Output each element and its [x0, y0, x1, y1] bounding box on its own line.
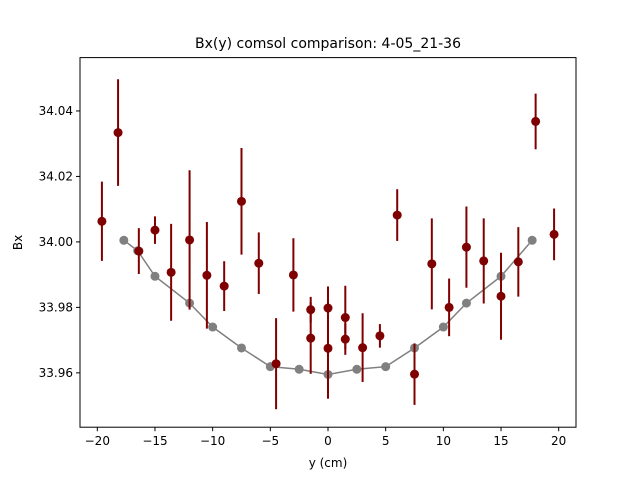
x-axis-ticks: −20 −15 −10 −5 0 5 10 15 20: [85, 427, 566, 448]
measured-point: [410, 369, 420, 379]
x-tick-label: 15: [493, 434, 508, 448]
comsol-line: [123, 239, 533, 376]
y-tick-label: 33.98: [39, 300, 73, 314]
measured-point: [202, 270, 212, 280]
comsol-point: [352, 364, 362, 374]
plot-layer: [97, 79, 559, 410]
measured-point: [340, 334, 350, 344]
comsol-point: [438, 322, 448, 332]
x-axis-label: y (cm): [309, 456, 348, 470]
measured-point: [427, 259, 437, 269]
x-tick-label: −20: [85, 434, 110, 448]
comsol-point: [294, 364, 304, 374]
measured-point: [254, 258, 264, 268]
measured-point: [531, 116, 541, 126]
comsol-point: [381, 362, 391, 372]
measured-point: [185, 235, 195, 245]
x-tick-label: 10: [436, 434, 451, 448]
measured-series: [97, 79, 559, 410]
y-tick-label: 34.00: [39, 235, 73, 249]
measured-point: [323, 343, 333, 353]
x-tick-label: −10: [200, 434, 225, 448]
comsol-point: [150, 271, 160, 281]
comsol-point: [461, 298, 471, 308]
measured-point: [236, 196, 246, 206]
measured-point: [134, 246, 144, 256]
x-tick-label: 0: [324, 434, 332, 448]
x-tick-label: −5: [261, 434, 279, 448]
y-tick-label: 34.04: [39, 104, 73, 118]
measured-point: [219, 281, 229, 291]
measured-point: [166, 267, 176, 277]
measured-point: [513, 257, 523, 267]
measured-point: [444, 302, 454, 312]
comsol-point: [119, 235, 129, 245]
measured-point: [479, 256, 489, 266]
measured-point: [150, 225, 160, 235]
y-axis-ticks: 33.96 33.98 34.00 34.02 34.04: [39, 104, 80, 380]
measured-point: [358, 343, 368, 353]
measured-point: [392, 210, 402, 220]
x-tick-label: −15: [142, 434, 167, 448]
y-tick-label: 34.02: [39, 169, 73, 183]
x-tick-label: 5: [382, 434, 390, 448]
measured-point: [549, 229, 559, 239]
measured-point: [461, 242, 471, 252]
x-tick-label: 20: [551, 434, 566, 448]
measured-point: [340, 313, 350, 323]
measured-point: [288, 270, 298, 280]
measured-point: [306, 333, 316, 343]
comsol-point: [527, 235, 537, 245]
y-tick-label: 33.96: [39, 366, 73, 380]
comsol-point: [236, 343, 246, 353]
measured-point: [97, 216, 107, 226]
y-axis-label: Bx: [11, 235, 25, 250]
measured-point: [271, 359, 281, 369]
measured-point: [496, 291, 506, 301]
chart-title: Bx(y) comsol comparison: 4-05_21-36: [195, 36, 461, 52]
comsol-point: [208, 322, 218, 332]
measured-point: [113, 128, 123, 138]
measured-point: [375, 331, 385, 341]
